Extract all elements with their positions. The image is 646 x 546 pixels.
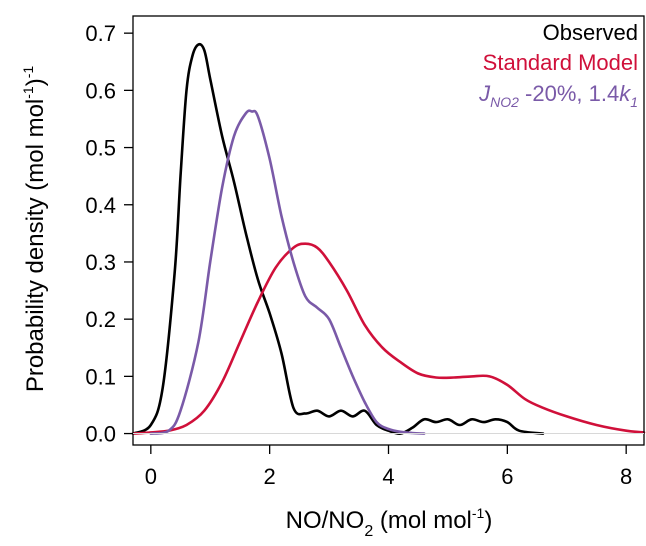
- y-axis: 0.0 0.1 0.2 0.3 0.4 0.5 0.6 0.7: [85, 21, 133, 447]
- x-axis: 0 2 4 6 8: [145, 445, 632, 489]
- x-tick-label: 4: [382, 464, 394, 489]
- x-axis-title: NO/NO2 (mol mol-1): [286, 505, 493, 540]
- x-tick-label: 0: [145, 464, 157, 489]
- y-tick-label: 0.0: [85, 422, 116, 447]
- series-line-jno2: [149, 109, 426, 435]
- x-tick-label: 6: [501, 464, 513, 489]
- y-tick-label: 0.1: [85, 364, 116, 389]
- legend: Observed Standard Model JNO2 -20%, 1.4k1: [478, 20, 638, 110]
- x-tick-label: 2: [264, 464, 276, 489]
- y-tick-label: 0.5: [85, 136, 116, 161]
- y-tick-label: 0.6: [85, 78, 116, 103]
- series-group: [131, 42, 646, 435]
- y-tick-label: 0.2: [85, 307, 116, 332]
- series-line-observed: [131, 42, 545, 435]
- series-line-standard-model: [131, 242, 646, 435]
- y-tick-label: 0.3: [85, 250, 116, 275]
- legend-entry-jno2: JNO2 -20%, 1.4k1: [478, 81, 638, 110]
- y-tick-label: 0.7: [85, 21, 116, 46]
- y-axis-title: Probability density (mol mol-1)-1: [20, 66, 49, 393]
- legend-entry-standard-model: Standard Model: [483, 50, 638, 75]
- legend-entry-observed: Observed: [543, 20, 638, 45]
- x-tick-label: 8: [620, 464, 632, 489]
- y-tick-label: 0.4: [85, 193, 116, 218]
